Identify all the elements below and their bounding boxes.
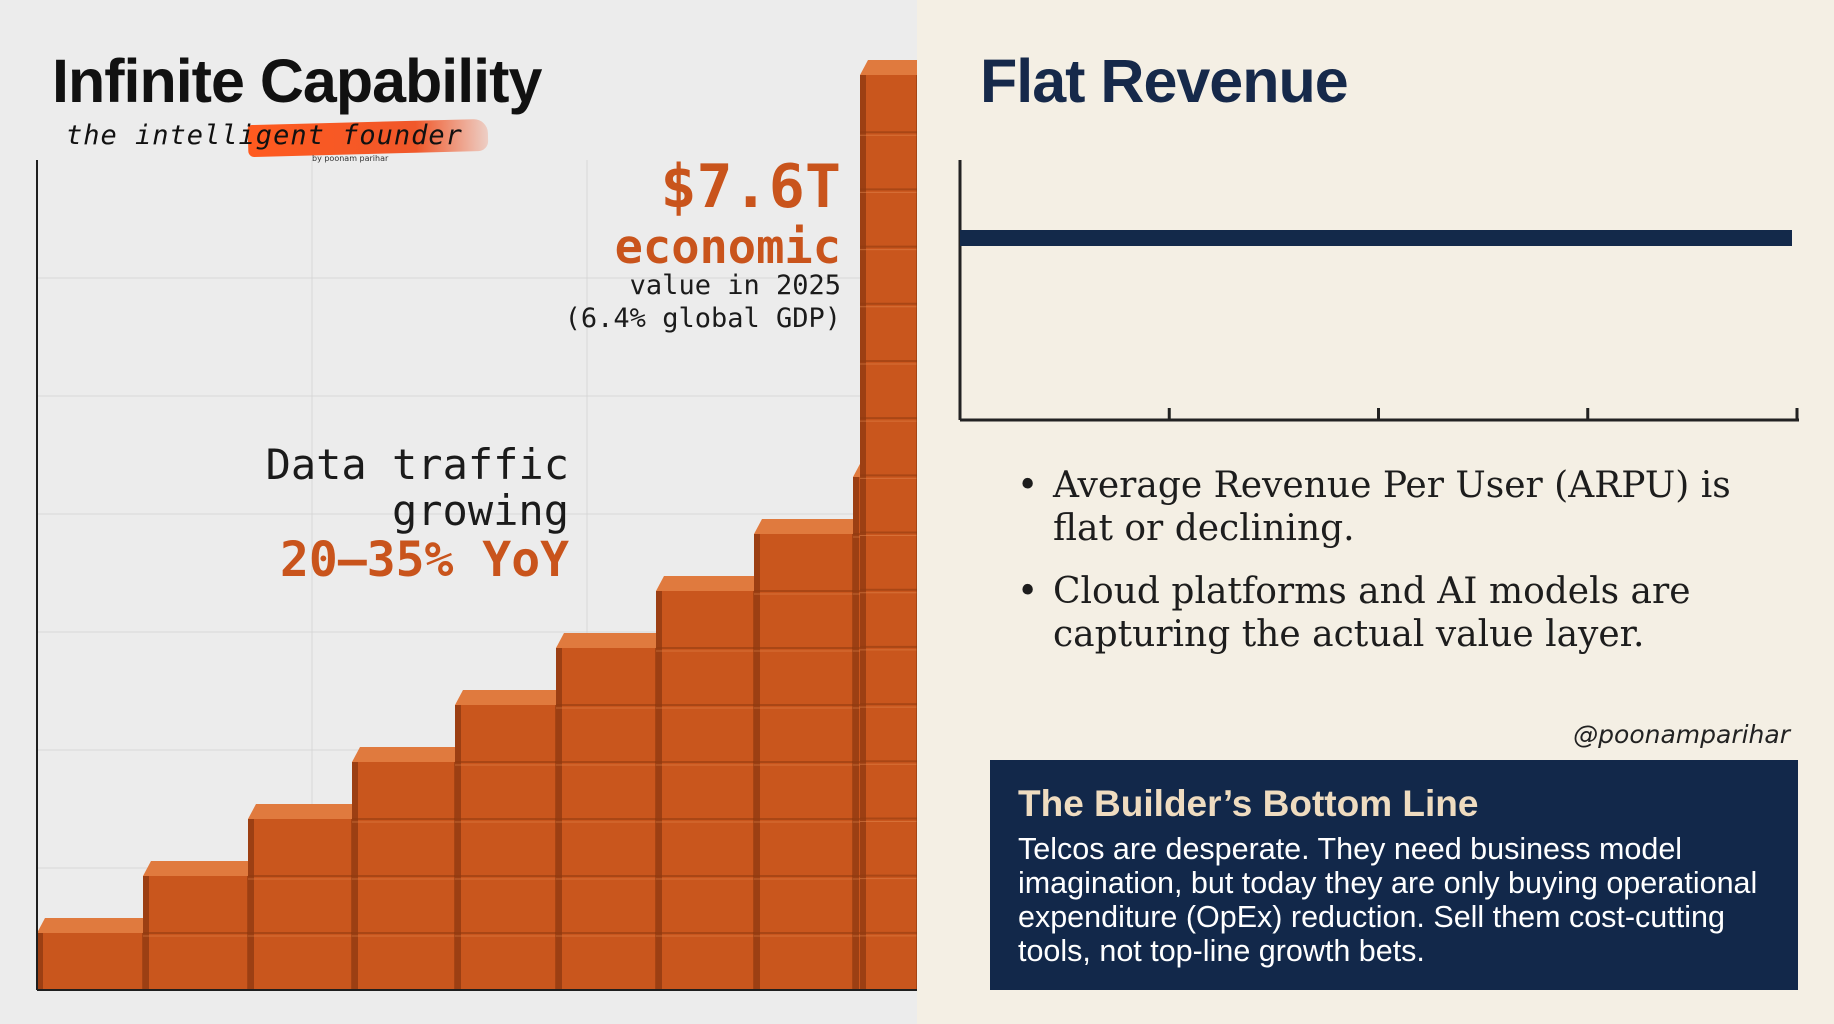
bar-front [662,591,754,990]
revenue-bullets: • Average Revenue Per User (ARPU) is flat… [1017,464,1777,676]
right-panel: Flat Revenue • Average Revenue Per User (… [917,0,1834,1024]
brand-text: the intelligent founder [66,120,463,151]
bar [860,60,917,990]
bullet-icon: • [1017,571,1039,612]
bullet-item: • Cloud platforms and AI models are captu… [1017,570,1777,656]
bar-side [853,477,859,990]
economic-label: economic [614,220,841,275]
traffic-rate: 20–35% YoY [280,532,569,588]
bar-side [455,705,461,990]
flat-revenue-chart [958,160,1799,422]
bottom-line-body: Telcos are desperate. They need business… [1018,832,1758,968]
bar [656,576,758,990]
bar [754,519,857,990]
bar-top [754,519,857,534]
bar-top [352,747,459,762]
bar [37,918,147,990]
bar-top [248,804,356,819]
bar [556,633,660,990]
bar-top [37,918,147,933]
bar [248,804,356,990]
left-title: Infinite Capability [52,47,542,115]
bar-front [461,705,556,990]
left-panel: Infinite Capability the intelligent foun… [36,47,917,991]
bar [143,861,252,990]
bullet-text: Average Revenue Per User (ARPU) is flat … [1053,465,1731,549]
bar-side [656,591,662,990]
bar-top [556,633,660,648]
bottom-line-title: The Builder’s Bottom Line [1018,783,1479,824]
brand-subtitle: by poonam parihar [312,154,389,163]
economic-line2: (6.4% global GDP) [564,303,841,334]
bar [455,690,560,990]
right-title: Flat Revenue [980,47,1349,115]
economic-value: $7.6T [660,152,841,222]
bullet-item: • Average Revenue Per User (ARPU) is flat… [1017,464,1777,550]
bar-top [143,861,252,876]
bullet-text: Cloud platforms and AI models are captur… [1053,571,1691,655]
bar-top [860,60,917,75]
bullet-icon: • [1017,465,1039,506]
capability-bar-chart [36,60,917,991]
bar-top [656,576,758,591]
bar [352,747,459,990]
author-handle: @poonamparihar [1573,720,1790,749]
bottom-line-box: The Builder’s Bottom Line Telcos are des… [990,760,1798,990]
bar-side [248,819,254,990]
traffic-line2: growing [391,486,569,535]
bar-front [43,933,143,990]
bar-front [254,819,352,990]
economic-line1: value in 2025 [629,270,841,301]
bar-side [37,933,43,990]
bar-top [455,690,560,705]
traffic-line1: Data traffic [265,440,569,489]
